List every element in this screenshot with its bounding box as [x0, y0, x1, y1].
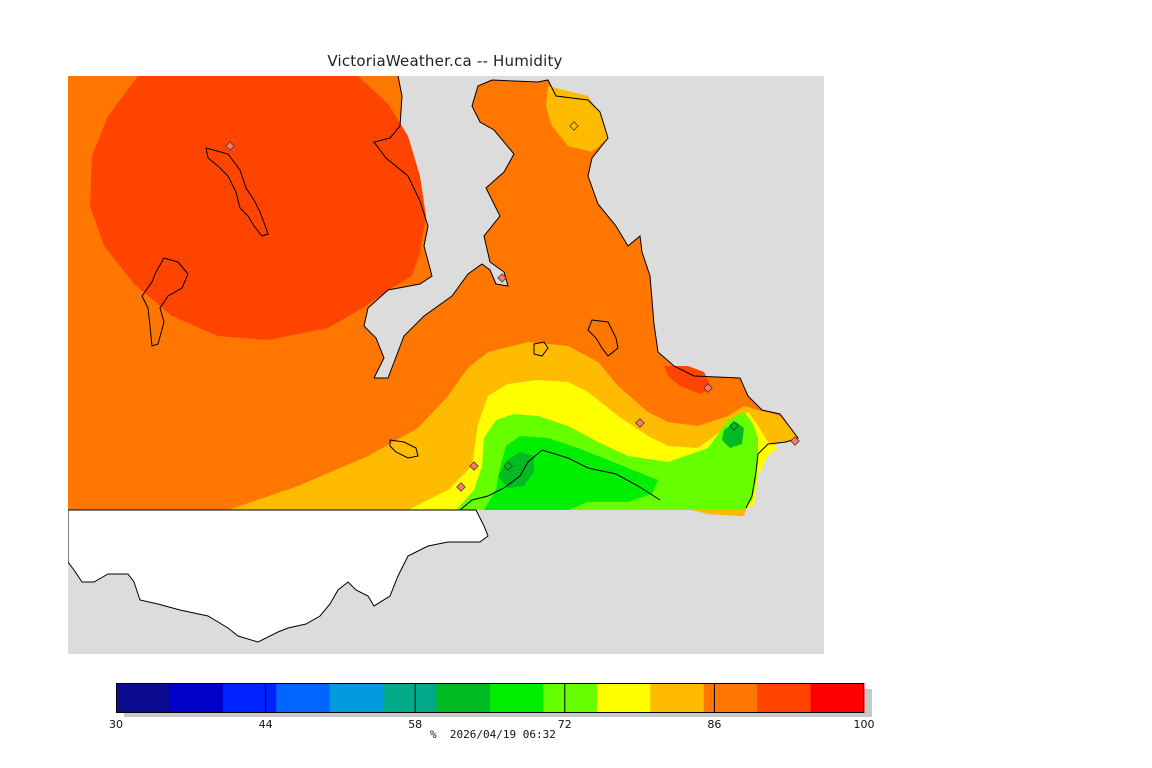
legend-bin-4: [329, 683, 384, 713]
legend-tick-label: 58: [408, 718, 423, 731]
legend-timestamp: 2026/04/19 06:32: [449, 728, 556, 741]
coastline: [141, 76, 799, 511]
station-marker[interactable]: [456, 482, 466, 492]
legend-bin-13: [810, 683, 865, 713]
legend-tick-label: 86: [707, 718, 722, 731]
legend-bin-6: [436, 683, 491, 713]
map-title: VictoriaWeather.ca -- Humidity: [327, 52, 563, 70]
contour-layer: [68, 76, 798, 516]
legend-tick-label: 100: [853, 718, 875, 731]
color-legend: 30 44 58 72 86 100: [109, 683, 876, 743]
station-marker[interactable]: [635, 418, 645, 428]
contour-60-65-east: [722, 422, 744, 448]
contour-60-65-region: [498, 452, 534, 488]
station-marker[interactable]: [503, 461, 513, 471]
legend-unit: %: [430, 728, 437, 741]
legend-bin-0: [116, 683, 170, 713]
humidity-map-canvas: [68, 76, 824, 654]
legend-bin-10: [650, 683, 705, 713]
station-marker[interactable]: [497, 273, 507, 283]
legend-bin-5: [383, 683, 438, 713]
legend-bin-7: [490, 683, 544, 713]
legend-tick-label: 72: [557, 718, 572, 731]
legend-bin-12: [757, 683, 812, 713]
legend-colorbar: [116, 683, 872, 719]
station-marker[interactable]: [790, 436, 800, 446]
legend-bin-8: [543, 683, 598, 713]
humidity-map[interactable]: [68, 76, 824, 654]
legend-bin-1: [169, 683, 224, 713]
legend-bin-3: [276, 683, 331, 713]
contour-80-85-ne: [546, 86, 608, 152]
legend-tick-label: 30: [109, 718, 123, 731]
legend-border: [116, 683, 864, 713]
contour-90-95-east: [664, 366, 712, 394]
legend-bin-2: [222, 683, 277, 713]
station-marker[interactable]: [469, 461, 479, 471]
station-marker[interactable]: [569, 121, 579, 131]
legend-bin-11: [703, 683, 758, 713]
legend-tick-label: 44: [258, 718, 273, 731]
weather-station-markers: [225, 121, 800, 492]
legend-caption: % 2026/04/19 06:32: [430, 728, 556, 741]
station-marker[interactable]: [703, 383, 713, 393]
legend-bin-9: [596, 683, 651, 713]
no-data-land-south: [68, 509, 489, 643]
station-marker[interactable]: [729, 421, 739, 431]
station-marker[interactable]: [225, 141, 235, 151]
